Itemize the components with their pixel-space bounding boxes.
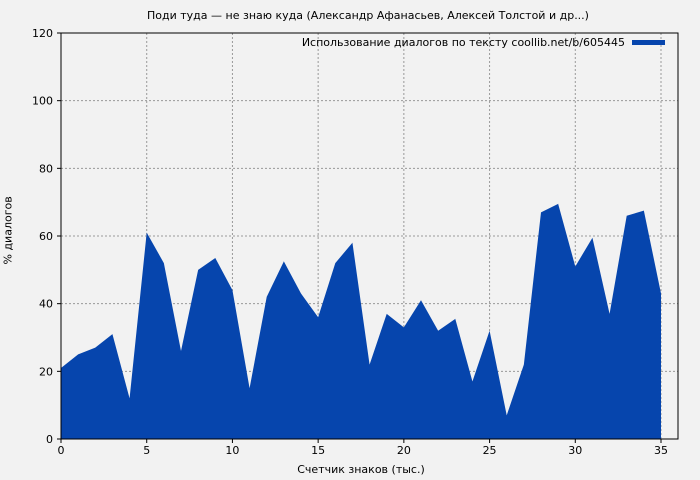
legend-swatch bbox=[632, 40, 665, 45]
x-tick-label: 15 bbox=[311, 444, 325, 457]
area-series bbox=[61, 203, 661, 439]
y-tick-label: 80 bbox=[39, 162, 53, 175]
chart-title: Поди туда — не знаю куда (Александр Афан… bbox=[147, 9, 589, 22]
y-tick-label: 100 bbox=[32, 95, 53, 108]
x-tick-label: 35 bbox=[654, 444, 668, 457]
legend-label: Использование диалогов по тексту coollib… bbox=[301, 36, 625, 49]
x-tick-label: 25 bbox=[483, 444, 497, 457]
y-tick-label: 40 bbox=[39, 298, 53, 311]
x-tick-label: 10 bbox=[225, 444, 239, 457]
y-axis-label: % диалогов bbox=[1, 196, 15, 265]
y-tick-label: 120 bbox=[32, 27, 53, 40]
y-tick-label: 0 bbox=[46, 433, 53, 446]
y-tick-label: 60 bbox=[39, 230, 53, 243]
x-tick-label: 30 bbox=[568, 444, 582, 457]
x-tick-label: 5 bbox=[143, 444, 150, 457]
y-tick-label: 20 bbox=[39, 365, 53, 378]
plot-frame bbox=[60, 32, 679, 440]
x-axis-label: Счетчик знаков (тыс.) bbox=[297, 463, 425, 476]
x-tick-label: 0 bbox=[58, 444, 65, 457]
x-tick-label: 20 bbox=[397, 444, 411, 457]
